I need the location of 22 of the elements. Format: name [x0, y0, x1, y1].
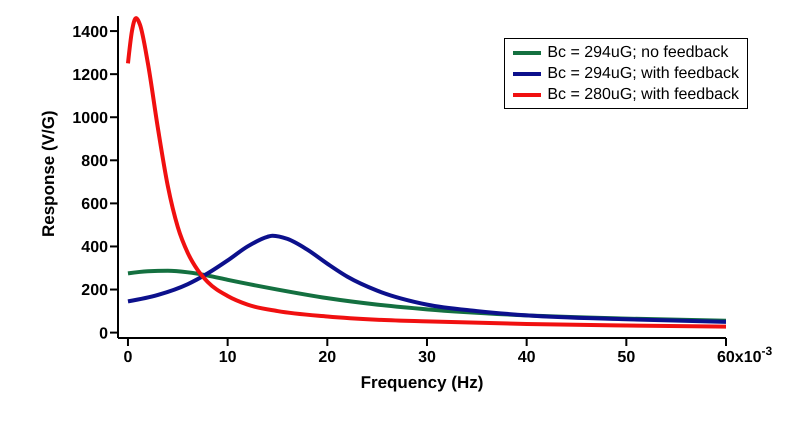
legend-label: Bc = 280uG; with feedback: [547, 85, 739, 105]
x-tick-label: 40: [518, 349, 536, 366]
x-axis-title: Frequency (Hz): [360, 373, 484, 392]
legend-label: Bc = 294uG; no feedback: [547, 43, 728, 63]
y-tick-label: 400: [81, 239, 108, 256]
x-tick-label: 20: [318, 349, 336, 366]
y-tick-label: 200: [81, 282, 108, 300]
y-tick-label: 1000: [72, 110, 108, 127]
y-tick-label: 1400: [72, 24, 108, 41]
x-tick-label: 50: [617, 349, 636, 366]
legend-label: Bc = 294uG; with feedback: [547, 64, 739, 84]
y-tick-label: 0: [99, 325, 108, 342]
x-tick-label: 0: [124, 349, 133, 366]
y-tick-label: 600: [81, 196, 108, 214]
x-tick-label: 30: [418, 349, 436, 366]
y-tick-label: 800: [81, 152, 108, 170]
x-tick-label: 10: [218, 349, 237, 366]
y-axis-title: Response (V/G): [39, 110, 58, 237]
y-tick-label: 1200: [72, 66, 108, 84]
text: x10$^{-3}$: [734, 344, 772, 366]
line-series: [126, 234, 726, 324]
x-tick-label: 60: [717, 349, 735, 366]
